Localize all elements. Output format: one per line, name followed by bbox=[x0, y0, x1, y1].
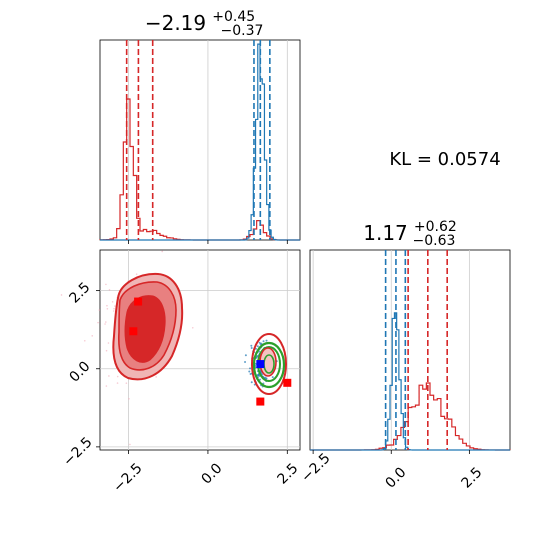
joint-scatter-point bbox=[262, 340, 265, 343]
joint-scatter-point bbox=[260, 342, 263, 345]
joint-scatter-point bbox=[106, 308, 109, 310]
joint-red-marker-2 bbox=[129, 327, 138, 336]
joint-scatter-point bbox=[250, 344, 253, 347]
joint-scatter-point bbox=[111, 301, 114, 303]
joint-scatter-point bbox=[250, 347, 253, 350]
marginal-y-grid bbox=[312, 250, 470, 450]
marginal-x-frame bbox=[99, 39, 301, 241]
marginal-y-quantile-lines bbox=[384, 250, 448, 450]
joint-scatter-point bbox=[105, 349, 108, 352]
marginal-x-title: −2.19 +0.45 bbox=[145, 9, 255, 35]
green-contour-outer bbox=[252, 341, 286, 389]
marginal-y-xtick-label-2: 0.0 bbox=[382, 464, 409, 491]
joint-ytick-label-2: 0.0 bbox=[66, 358, 93, 385]
marginal-y-title-sub: −0.63 bbox=[413, 233, 456, 249]
joint-scatter-point bbox=[128, 398, 130, 400]
joint-scatter-point bbox=[105, 321, 107, 323]
marginal-x-title-sub: −0.37 bbox=[221, 23, 264, 39]
joint-scatter-point bbox=[112, 310, 115, 312]
marginal-y-xtick-label-1: −2.5 bbox=[298, 450, 333, 485]
joint-scatter-point bbox=[97, 321, 99, 324]
joint-ytick-label-3: −2.5 bbox=[60, 434, 95, 469]
joint-scatter-point bbox=[250, 381, 253, 384]
joint-scatter-point bbox=[105, 385, 108, 387]
marginal-x-hist-series-2 bbox=[100, 43, 300, 241]
joint-scatter-point bbox=[107, 342, 110, 344]
joint-scatter-point bbox=[248, 370, 251, 373]
joint-scatter-point bbox=[135, 273, 138, 275]
joint-scatter-point bbox=[98, 309, 101, 311]
marginal-y-hist-series-2 bbox=[310, 312, 510, 451]
joint-scatter-point bbox=[256, 345, 259, 348]
joint-red-marker-3 bbox=[256, 397, 265, 406]
marginal-x-histograms bbox=[99, 43, 300, 241]
joint-scatter-point bbox=[161, 250, 164, 253]
marginal-y-xtick-label-3: 2.5 bbox=[458, 464, 485, 491]
marginal-x-grid bbox=[128, 40, 288, 240]
joint-scatter-point bbox=[244, 361, 247, 364]
marginal-x-panel: −2.19 +0.45 −0.37 bbox=[99, 9, 301, 244]
joint-contours bbox=[112, 272, 287, 395]
joint-scatter-point bbox=[108, 375, 110, 377]
marginal-y-panel: 1.17 +0.62 −0.63 −2.5 0.0 2.5 bbox=[298, 219, 511, 492]
joint-scatter-point bbox=[104, 323, 106, 325]
joint-scatter-point bbox=[256, 355, 259, 358]
joint-ytick-label-1: 2.5 bbox=[66, 279, 93, 306]
joint-scatter-point bbox=[116, 382, 119, 384]
joint-scatter-point bbox=[113, 307, 115, 310]
joint-scatter-point bbox=[108, 289, 111, 291]
joint-scatter-point bbox=[191, 327, 194, 329]
joint-xtick-label-1: −2.5 bbox=[110, 460, 145, 495]
joint-scatter-point bbox=[155, 376, 157, 378]
joint-scatter-point bbox=[114, 305, 116, 307]
joint-scatter-point bbox=[91, 335, 94, 337]
marginal-y-tick-marks bbox=[312, 450, 470, 454]
marginal-x-quantile-lines bbox=[125, 40, 271, 240]
joint-red-marker-1 bbox=[134, 297, 143, 306]
joint-scatter-point bbox=[244, 354, 247, 357]
marginal-x-title-sup: +0.45 bbox=[212, 9, 255, 25]
marginal-x-title-base: −2.19 bbox=[145, 11, 206, 35]
marginal-y-histograms bbox=[310, 312, 511, 451]
joint-blue-marker-1 bbox=[256, 360, 265, 369]
joint-scatter-point bbox=[258, 341, 261, 344]
joint-scatter-point bbox=[106, 304, 108, 307]
joint-scatter-point bbox=[60, 294, 63, 296]
joint-scatter-point bbox=[125, 382, 128, 384]
joint-scatter-point bbox=[83, 340, 86, 342]
joint-scatter-point bbox=[116, 375, 119, 378]
marginal-y-title-sup: +0.62 bbox=[414, 219, 457, 235]
joint-red-marker-4 bbox=[283, 378, 292, 387]
marginal-y-title-base: 1.17 bbox=[363, 221, 408, 245]
joint-scatter-point bbox=[258, 378, 261, 381]
kl-annotation: KL = 0.0574 bbox=[389, 149, 500, 170]
joint-markers bbox=[129, 297, 292, 406]
joint-scatter-point bbox=[271, 376, 274, 379]
joint-scatter-point bbox=[264, 376, 267, 379]
red-contour-inner bbox=[124, 295, 166, 363]
joint-panel: 2.5 0.0 −2.5 −2.5 0.0 2.5 bbox=[60, 249, 302, 496]
joint-scatter-point bbox=[129, 443, 131, 446]
joint-scatter-point bbox=[105, 283, 107, 286]
joint-tick-marks bbox=[96, 290, 288, 454]
joint-scatter-point bbox=[265, 339, 268, 342]
joint-xtick-label-2: 0.0 bbox=[198, 460, 225, 487]
marginal-y-frame bbox=[309, 249, 511, 451]
marginal-x-tick-marks bbox=[128, 240, 288, 244]
marginal-y-title: 1.17 +0.62 bbox=[363, 219, 457, 245]
joint-scatter-point bbox=[249, 367, 252, 370]
red-contour-small-outer bbox=[251, 333, 287, 395]
